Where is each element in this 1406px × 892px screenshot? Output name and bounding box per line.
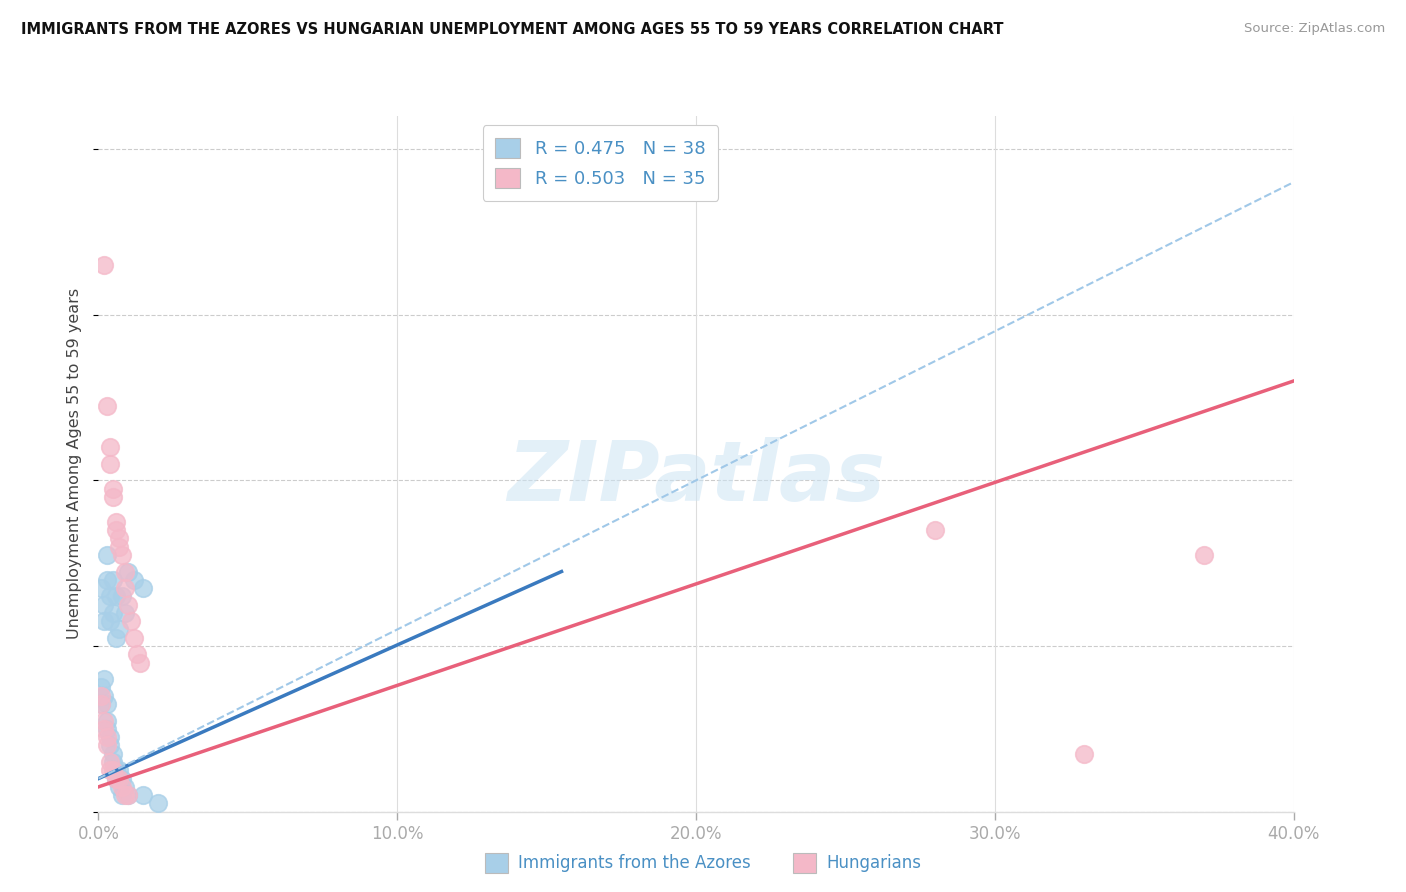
Point	[117, 598, 139, 612]
Point	[117, 788, 139, 802]
Point	[90, 581, 112, 595]
Point	[105, 515, 128, 529]
Point	[93, 722, 115, 736]
Point	[96, 399, 118, 413]
Point	[90, 689, 112, 703]
Point	[114, 606, 136, 620]
Text: ZIPatlas: ZIPatlas	[508, 437, 884, 518]
Point	[114, 565, 136, 579]
Point	[132, 788, 155, 802]
Point	[100, 440, 122, 454]
Point	[93, 672, 115, 686]
Point	[111, 590, 134, 604]
Point	[108, 780, 131, 794]
Point	[1192, 548, 1215, 562]
Point	[114, 788, 136, 802]
Point	[96, 697, 118, 711]
Point	[111, 548, 134, 562]
Point	[96, 714, 118, 728]
Point	[103, 606, 125, 620]
Point	[1073, 747, 1095, 761]
Point	[105, 772, 128, 786]
Point	[93, 614, 115, 628]
Point	[124, 631, 146, 645]
Point	[90, 697, 112, 711]
Point	[111, 780, 134, 794]
Point	[124, 573, 146, 587]
Point	[105, 772, 128, 786]
Point	[120, 614, 142, 628]
Point	[103, 573, 125, 587]
Point	[90, 697, 112, 711]
Point	[103, 482, 125, 496]
Point	[100, 614, 122, 628]
Point	[127, 648, 149, 662]
Point	[111, 788, 134, 802]
Point	[103, 747, 125, 761]
Point	[108, 540, 131, 554]
Legend: R = 0.475   N = 38, R = 0.503   N = 35: R = 0.475 N = 38, R = 0.503 N = 35	[482, 125, 718, 201]
Point	[96, 739, 118, 753]
Point	[100, 590, 122, 604]
Point	[93, 689, 115, 703]
Point	[117, 788, 139, 802]
Point	[100, 764, 122, 778]
Point	[93, 714, 115, 728]
Point	[96, 548, 118, 562]
Point	[90, 681, 112, 695]
Point	[100, 457, 122, 471]
Point	[108, 764, 131, 778]
Point	[108, 772, 131, 786]
Point	[100, 730, 122, 744]
Text: Source: ZipAtlas.com: Source: ZipAtlas.com	[1244, 22, 1385, 36]
Point	[105, 764, 128, 778]
Legend: Immigrants from the Azores, Hungarians: Immigrants from the Azores, Hungarians	[478, 847, 928, 880]
Y-axis label: Unemployment Among Ages 55 to 59 years: Unemployment Among Ages 55 to 59 years	[67, 288, 83, 640]
Point	[93, 258, 115, 272]
Point	[100, 739, 122, 753]
Point	[103, 764, 125, 778]
Point	[100, 755, 122, 769]
Point	[96, 573, 118, 587]
Point	[114, 581, 136, 595]
Point	[103, 755, 125, 769]
Point	[93, 598, 115, 612]
Point	[105, 590, 128, 604]
Point	[96, 730, 118, 744]
Point	[117, 565, 139, 579]
Point	[105, 523, 128, 537]
Point	[96, 722, 118, 736]
Point	[108, 532, 131, 546]
Point	[132, 581, 155, 595]
Text: IMMIGRANTS FROM THE AZORES VS HUNGARIAN UNEMPLOYMENT AMONG AGES 55 TO 59 YEARS C: IMMIGRANTS FROM THE AZORES VS HUNGARIAN …	[21, 22, 1004, 37]
Point	[924, 523, 946, 537]
Point	[105, 631, 128, 645]
Point	[114, 780, 136, 794]
Point	[148, 797, 170, 811]
Point	[103, 490, 125, 504]
Point	[108, 623, 131, 637]
Point	[111, 772, 134, 786]
Point	[129, 656, 152, 670]
